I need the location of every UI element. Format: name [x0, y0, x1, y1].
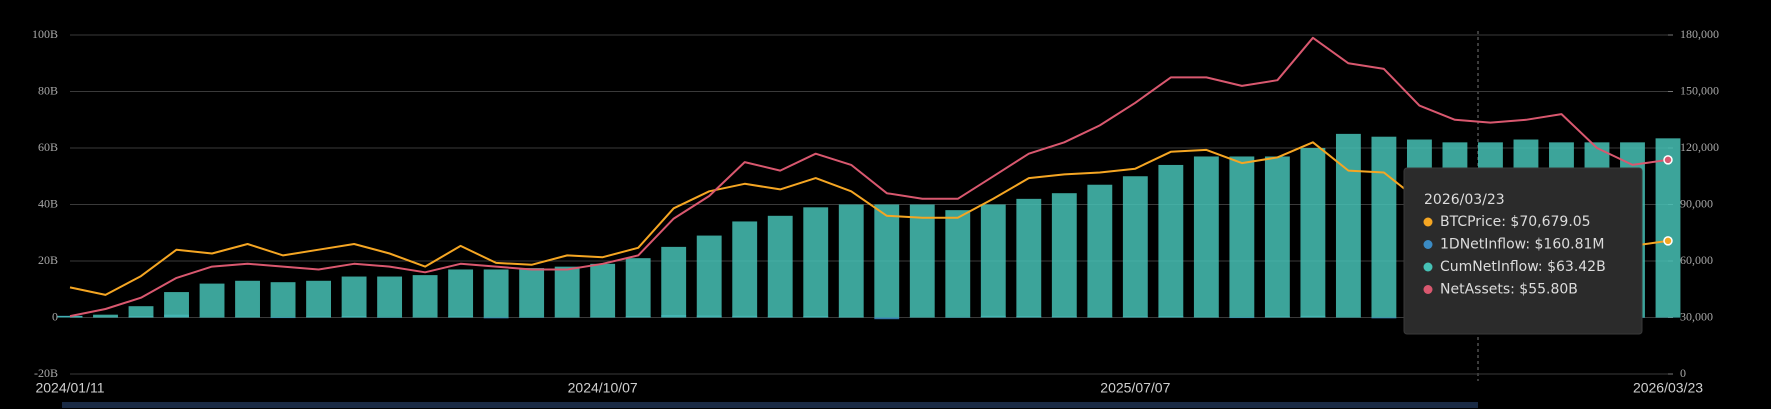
bar	[1229, 156, 1255, 318]
tooltip-dot	[1423, 262, 1433, 272]
bar	[483, 269, 509, 318]
y-tick-label: 80B	[38, 83, 58, 97]
tooltip-item: CumNetInflow: $63.42B	[1440, 259, 1606, 275]
hover-point	[1663, 236, 1673, 246]
line	[69, 141, 1669, 296]
y2-tick-label: 30,000	[1680, 309, 1713, 323]
bar	[1229, 317, 1255, 319]
hover-point	[1663, 155, 1673, 165]
y2-tick-label: 60,000	[1680, 253, 1713, 267]
bar	[306, 280, 332, 318]
x-tick-label: 2025/07/07	[1100, 380, 1170, 396]
bar	[164, 292, 189, 318]
bar	[377, 276, 403, 318]
y2-tick-label: 120,000	[1680, 140, 1719, 154]
tooltip: 2026/03/23 BTCPrice: $70,679.05 1DNetInfl…	[1403, 167, 1643, 335]
bar	[1300, 148, 1326, 318]
bar	[661, 246, 687, 318]
bar	[732, 221, 758, 318]
bar	[270, 282, 296, 318]
bar	[838, 204, 864, 318]
y-tick-label: 60B	[38, 140, 58, 154]
bar	[448, 269, 474, 318]
bar	[696, 235, 722, 318]
bar	[554, 266, 580, 318]
tooltip-title: 2026/03/23	[1424, 192, 1505, 208]
bar	[590, 263, 616, 318]
bar	[341, 276, 367, 318]
bar	[767, 215, 793, 318]
y2-tick-label: 150,000	[1680, 83, 1719, 97]
line	[69, 36, 1669, 318]
bar	[909, 204, 935, 318]
bar	[483, 317, 509, 319]
x-tick-label: 2024/01/11	[35, 380, 104, 396]
y2-tick-label: 90,000	[1680, 196, 1713, 210]
bar	[1655, 138, 1681, 318]
bar	[945, 210, 971, 318]
bar	[270, 317, 296, 319]
y-tick-label: 0	[52, 309, 58, 323]
tooltip-item: NetAssets: $55.80B	[1440, 282, 1578, 298]
bar	[93, 314, 118, 318]
tooltip-item: 1DNetInflow: $160.81M	[1440, 237, 1604, 253]
bar	[128, 306, 154, 318]
y2-tick-label: 0	[1680, 366, 1686, 380]
bar	[1016, 198, 1042, 318]
bar	[1193, 156, 1219, 318]
bar	[1051, 193, 1077, 318]
bar	[57, 316, 83, 318]
bar	[625, 258, 651, 318]
bar	[199, 283, 225, 318]
y-tick-label: 20B	[38, 253, 58, 267]
bar	[1371, 317, 1397, 319]
y-tick-label: -20B	[34, 366, 58, 380]
bar	[519, 268, 545, 318]
y-tick-label: 100B	[32, 27, 58, 41]
x-tick-label: 2026/03/23	[1633, 380, 1703, 396]
x-tick-label: 2024/10/07	[568, 380, 638, 396]
tooltip-dot	[1423, 285, 1433, 294]
tooltip-item: BTCPrice: $70,679.05	[1440, 214, 1591, 230]
bar	[874, 317, 900, 320]
zoom-slider[interactable]	[62, 402, 1478, 408]
bar	[1371, 136, 1397, 318]
bar	[1087, 184, 1113, 318]
bar	[1158, 164, 1184, 318]
grid	[70, 34, 1668, 375]
tooltip-box	[1403, 167, 1643, 335]
tooltip-dot	[1423, 240, 1433, 249]
bar	[412, 275, 438, 318]
y-tick-label: 40B	[38, 196, 58, 210]
bar	[980, 204, 1006, 318]
tooltip-dot	[1423, 217, 1433, 227]
y2-tick-label: 180,000	[1680, 27, 1719, 41]
bar	[235, 280, 260, 318]
bar	[874, 204, 900, 318]
bar	[1122, 176, 1148, 318]
bar	[803, 207, 829, 318]
bar	[1264, 156, 1290, 318]
bar	[1335, 133, 1361, 318]
